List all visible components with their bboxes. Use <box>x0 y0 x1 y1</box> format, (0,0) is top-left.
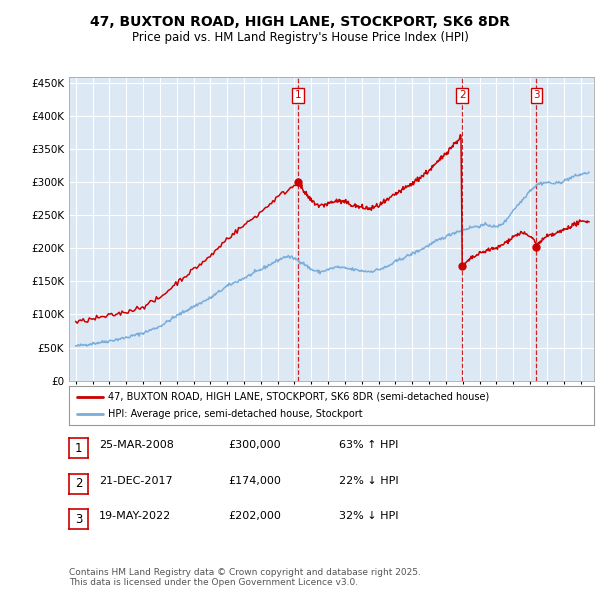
Text: 63% ↑ HPI: 63% ↑ HPI <box>339 441 398 450</box>
Text: Price paid vs. HM Land Registry's House Price Index (HPI): Price paid vs. HM Land Registry's House … <box>131 31 469 44</box>
Text: Contains HM Land Registry data © Crown copyright and database right 2025.
This d: Contains HM Land Registry data © Crown c… <box>69 568 421 587</box>
Text: 19-MAY-2022: 19-MAY-2022 <box>99 512 171 521</box>
Text: £174,000: £174,000 <box>228 476 281 486</box>
Text: HPI: Average price, semi-detached house, Stockport: HPI: Average price, semi-detached house,… <box>109 409 363 419</box>
Text: 2: 2 <box>459 90 466 100</box>
Text: 25-MAR-2008: 25-MAR-2008 <box>99 441 174 450</box>
Text: 47, BUXTON ROAD, HIGH LANE, STOCKPORT, SK6 8DR: 47, BUXTON ROAD, HIGH LANE, STOCKPORT, S… <box>90 15 510 29</box>
Text: 3: 3 <box>533 90 540 100</box>
Text: 2: 2 <box>75 477 82 490</box>
Text: £300,000: £300,000 <box>228 441 281 450</box>
Text: 21-DEC-2017: 21-DEC-2017 <box>99 476 173 486</box>
Text: £202,000: £202,000 <box>228 512 281 521</box>
Text: 1: 1 <box>295 90 302 100</box>
Text: 22% ↓ HPI: 22% ↓ HPI <box>339 476 398 486</box>
Text: 1: 1 <box>75 442 82 455</box>
Text: 47, BUXTON ROAD, HIGH LANE, STOCKPORT, SK6 8DR (semi-detached house): 47, BUXTON ROAD, HIGH LANE, STOCKPORT, S… <box>109 392 490 402</box>
Text: 32% ↓ HPI: 32% ↓ HPI <box>339 512 398 521</box>
Text: 3: 3 <box>75 513 82 526</box>
